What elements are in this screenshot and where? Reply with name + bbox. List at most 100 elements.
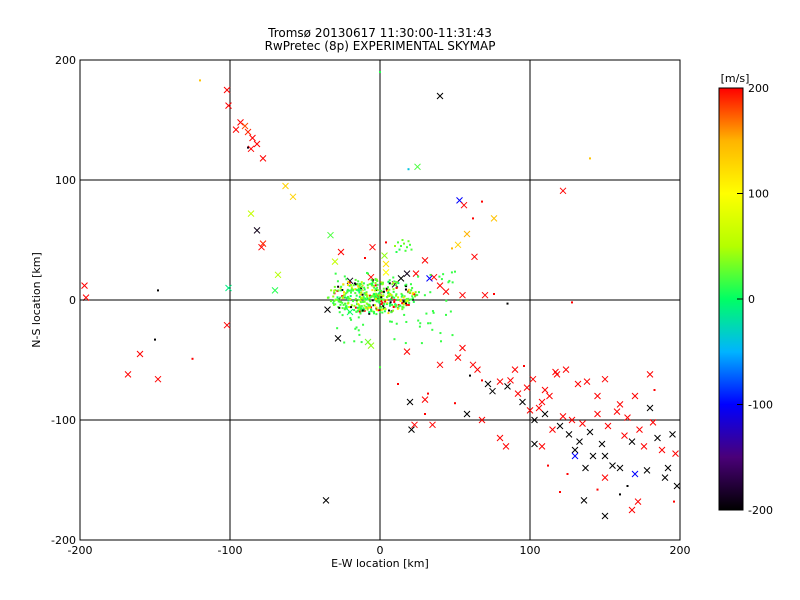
data-point-dot: [380, 282, 383, 285]
data-point-dot: [392, 309, 395, 312]
data-point-dot: [345, 278, 348, 281]
data-point-cross: [672, 450, 679, 457]
data-point-dot: [406, 246, 408, 249]
data-point-cross: [397, 275, 405, 282]
data-point-cross: [576, 438, 583, 445]
data-point-dot: [481, 379, 483, 382]
data-point-dot: [400, 295, 403, 298]
y-tick-label: 100: [55, 174, 76, 187]
colorbar-tick-label: 0: [748, 293, 755, 306]
data-point-cross: [541, 386, 549, 394]
data-point-cross: [631, 470, 639, 478]
data-point-dot: [365, 302, 368, 305]
data-point-dot: [454, 402, 456, 405]
data-point-dot: [382, 290, 385, 293]
data-point-dot: [364, 307, 367, 310]
data-point-cross: [421, 396, 429, 403]
data-point-dot: [350, 306, 353, 309]
data-point-cross: [430, 273, 438, 281]
data-point-dot: [345, 292, 348, 295]
data-point-dot: [360, 341, 363, 344]
data-point-dot: [369, 295, 372, 298]
data-point-cross: [124, 371, 132, 378]
data-point-cross: [646, 371, 654, 378]
data-point-dot: [393, 338, 396, 341]
data-point-dot: [354, 288, 357, 291]
data-point-dot: [343, 341, 346, 344]
data-point-dot: [397, 282, 400, 285]
data-point-dot: [399, 299, 402, 302]
data-point-dot: [619, 493, 621, 496]
data-point-cross: [412, 270, 420, 277]
data-point-dot: [354, 292, 357, 295]
data-point-dot: [363, 300, 366, 303]
data-point-dot: [333, 285, 336, 288]
data-point-dot: [336, 296, 339, 299]
data-point-dot: [440, 340, 443, 343]
data-point-dot: [392, 288, 395, 291]
data-point-cross: [594, 392, 601, 400]
data-point-cross: [249, 134, 256, 142]
chart-title: Tromsø 20130617 11:30:00-11:31:43: [268, 26, 492, 40]
data-point-dot: [402, 300, 405, 303]
data-point-cross: [571, 452, 579, 460]
data-point-dot: [374, 282, 377, 285]
data-point-dot: [394, 305, 397, 308]
data-point-dot: [357, 285, 360, 288]
data-point-dot: [349, 295, 352, 298]
data-point-dot: [388, 294, 391, 297]
data-point-cross: [331, 258, 339, 265]
data-point-dot: [374, 289, 377, 292]
data-point-dot: [407, 299, 410, 302]
data-point-cross: [223, 86, 231, 94]
data-point-dot: [376, 294, 379, 297]
data-point-dot: [353, 340, 356, 343]
data-point-dot: [375, 306, 378, 309]
data-point-dot: [352, 284, 355, 287]
data-point-dot: [359, 299, 362, 302]
data-point-cross: [640, 443, 648, 450]
data-point-dot: [404, 249, 407, 252]
data-point-dot: [358, 304, 361, 307]
x-tick-label: 100: [520, 544, 541, 557]
data-point-dot: [409, 283, 412, 286]
data-point-dot: [199, 79, 201, 82]
data-point-dot: [382, 308, 385, 311]
data-point-dot: [363, 304, 366, 307]
data-point-dot: [359, 297, 362, 300]
data-point-cross: [258, 243, 265, 251]
data-point-cross: [414, 163, 421, 171]
data-point-cross: [496, 378, 504, 385]
data-point-cross: [594, 410, 601, 418]
data-point-cross: [658, 446, 666, 454]
data-point-dot: [366, 297, 369, 300]
data-point-dot: [417, 319, 420, 322]
data-point-dot: [388, 309, 391, 312]
data-point-cross: [381, 252, 388, 259]
data-point-cross: [463, 230, 471, 238]
data-point-dot: [363, 286, 366, 289]
data-point-dot: [357, 329, 360, 332]
data-point-dot: [375, 294, 378, 297]
data-point-dot: [344, 302, 347, 305]
data-point-cross: [232, 126, 240, 133]
data-point-cross: [474, 366, 481, 373]
data-point-dot: [395, 281, 398, 284]
data-point-cross: [241, 122, 249, 130]
data-point-dot: [375, 278, 378, 281]
data-point-dot: [386, 302, 389, 305]
data-point-cross: [511, 366, 519, 373]
data-point-dot: [346, 288, 349, 291]
y-tick-label: 0: [69, 294, 76, 307]
data-point-dot: [374, 277, 377, 280]
data-point-dot: [333, 289, 336, 292]
data-point-dot: [388, 288, 391, 291]
data-point-dot: [366, 298, 369, 301]
data-point-cross: [346, 308, 354, 316]
data-point-cross: [504, 383, 511, 390]
data-point-dot: [673, 500, 675, 503]
data-point-cross: [411, 421, 418, 429]
data-point-dot: [417, 291, 420, 294]
data-point-dot: [413, 293, 416, 296]
